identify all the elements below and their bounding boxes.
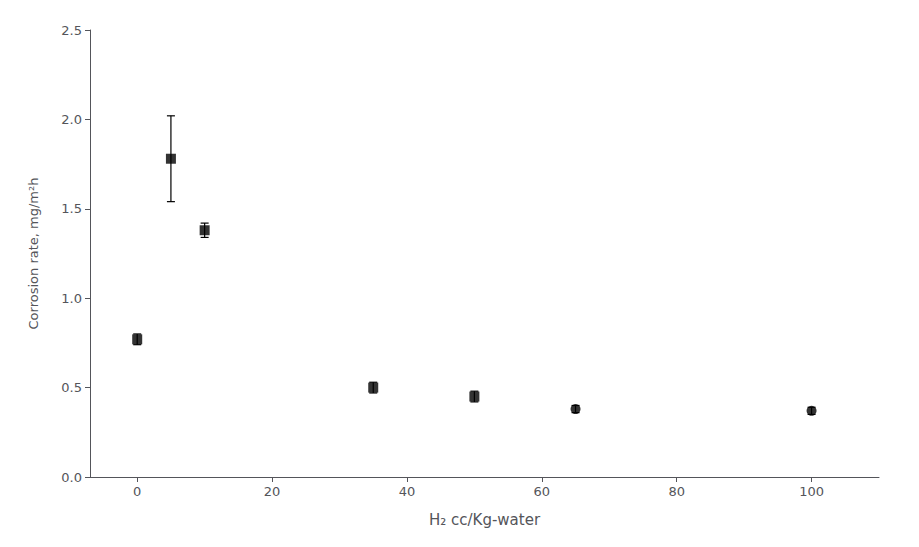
svg-text:100: 100 — [799, 484, 824, 499]
svg-text:1.0: 1.0 — [61, 291, 82, 306]
svg-text:0.5: 0.5 — [61, 380, 82, 395]
svg-text:0: 0 — [133, 484, 141, 499]
svg-text:0.0: 0.0 — [61, 470, 82, 485]
svg-text:40: 40 — [399, 484, 416, 499]
svg-text:2.0: 2.0 — [61, 112, 82, 127]
svg-text:H₂ cc/Kg-water: H₂ cc/Kg-water — [429, 511, 541, 529]
svg-text:80: 80 — [668, 484, 685, 499]
svg-text:2.5: 2.5 — [61, 23, 82, 38]
svg-text:20: 20 — [264, 484, 281, 499]
svg-text:60: 60 — [534, 484, 551, 499]
svg-text:Corrosion rate, mg/m²h: Corrosion rate, mg/m²h — [26, 178, 41, 330]
svg-text:1.5: 1.5 — [61, 201, 82, 216]
